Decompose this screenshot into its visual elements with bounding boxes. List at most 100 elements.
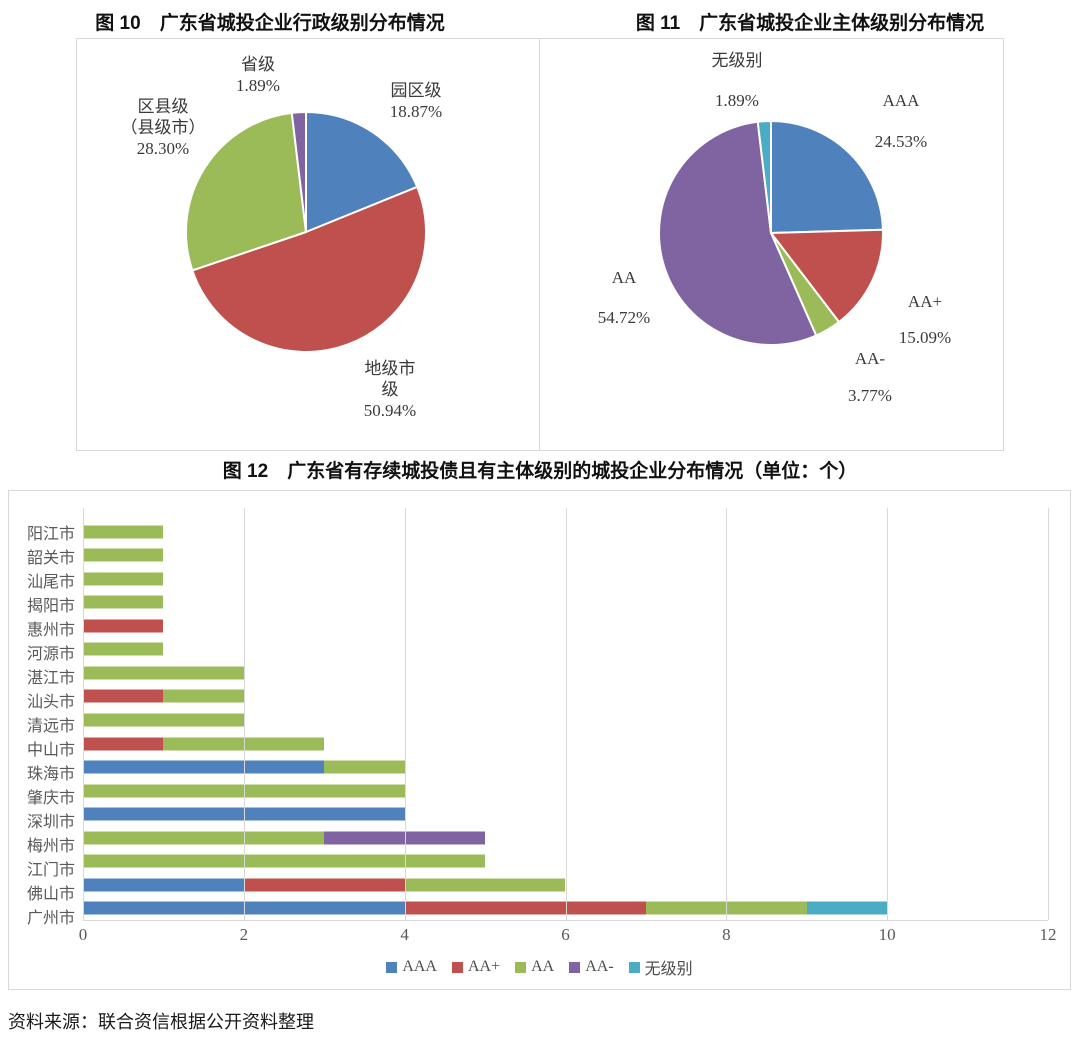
bar-row (83, 873, 1048, 897)
figure12-title: 图 12 广东省有存续城投债且有主体级别的城投企业分布情况（单位：个） (222, 461, 858, 482)
pie-label-dijishiji: 地级市 级 50.94% (364, 358, 416, 421)
bar-segment-AA+ (83, 737, 164, 751)
legend-swatch-无级别 (628, 961, 640, 973)
stacked-bar (83, 737, 325, 751)
bar-chart-rows (83, 520, 1048, 920)
stacked-bar (83, 854, 486, 868)
bar-segment-AA (645, 901, 807, 915)
category-label: 肇庆市 (26, 790, 75, 807)
stacked-bar (83, 760, 405, 774)
gridline-x-12 (1048, 508, 1049, 920)
legend-item-AA: AA (515, 958, 554, 976)
stacked-bar (83, 595, 164, 609)
category-label: 广州市 (26, 910, 75, 927)
pie-label-text: AA- (854, 349, 886, 368)
bar-segment-AA+ (83, 619, 164, 633)
bar-segment-AA+ (243, 878, 405, 892)
x-tick-label: 0 (78, 925, 88, 944)
bar-segment-AA (83, 525, 164, 539)
bar-segment-AA (324, 760, 405, 774)
bar-row (83, 685, 1048, 709)
pie-slice-AA+ (770, 228, 884, 324)
pie-label-aaa: AAA 24.53% (875, 80, 927, 162)
pie-label-text: 省级 (240, 55, 275, 74)
bar-row (83, 755, 1048, 779)
stacked-bar (83, 689, 244, 703)
pie-label-value: 18.87% (389, 102, 443, 121)
legend-item-无级别: 无级别 (628, 955, 693, 979)
bar-segment-AA (83, 831, 325, 845)
legend-item-AAA: AAA (386, 958, 437, 976)
pie-label-value: 1.89% (715, 91, 759, 110)
x-tick-label: 10 (878, 925, 896, 944)
gridline-x-2 (243, 508, 245, 920)
bar-chart-x-axis: 0 2 4 6 8 10 12 (79, 925, 1057, 947)
pie-label-aa-minus: AA- 3.77% (848, 340, 892, 414)
bar-segment-AA (83, 666, 244, 680)
pie-label-wujibie: 无级别 1.89% (712, 41, 763, 121)
bar-row (83, 732, 1048, 756)
x-tick-label: 8 (722, 925, 731, 944)
pie-slice-省级 (290, 111, 307, 233)
gridline-x-0 (83, 508, 84, 920)
category-label: 韶关市 (26, 550, 75, 567)
bar-segment-AA (83, 572, 164, 586)
pie-label-value: 1.89% (236, 76, 280, 95)
stacked-bar (83, 619, 164, 633)
category-label: 阳江市 (26, 526, 75, 543)
x-tick-label: 6 (561, 925, 570, 944)
category-label: 汕头市 (26, 694, 75, 711)
gridline-x-4 (404, 508, 406, 920)
bar-row (83, 708, 1048, 732)
stacked-bar (83, 831, 486, 845)
bar-segment-AA (83, 595, 164, 609)
pie-label-value: 28.30% (136, 139, 190, 158)
stacked-bar (83, 525, 164, 539)
category-label: 河源市 (26, 646, 75, 663)
category-label: 深圳市 (26, 814, 75, 831)
stacked-bar (83, 713, 244, 727)
bar-chart-plot-area (83, 508, 1049, 921)
bar-segment-AA (163, 689, 244, 703)
x-tick-label: 2 (239, 925, 249, 944)
bar-segment-无级别 (806, 901, 888, 915)
bar-segment-AA (163, 737, 325, 751)
bar-row (83, 638, 1048, 662)
bar-segment-AA (83, 713, 244, 727)
bar-row (83, 661, 1048, 685)
source-note: 资料来源：联合资信根据公开资料整理 (8, 1012, 314, 1032)
pie-label-value: 3.77% (848, 386, 892, 405)
legend-label: 无级别 (644, 961, 693, 978)
pie-label-yuanquji: 园区级 18.87% (390, 80, 442, 122)
stacked-bar (83, 572, 164, 586)
gridline-x-10 (887, 508, 889, 920)
legend-swatch-AA (515, 961, 527, 973)
pie-slice-AA (658, 120, 818, 346)
category-label: 佛山市 (26, 886, 75, 903)
stacked-bar (83, 548, 164, 562)
pie-slice-地级市级 (191, 185, 427, 353)
pie-slice-区县级（县级市） (185, 111, 307, 272)
bar-segment-AA+ (83, 689, 164, 703)
category-label: 清远市 (26, 718, 75, 735)
legend-label: AAA (402, 958, 437, 975)
bar-segment-AAA (83, 760, 325, 774)
pie-label-text: 园区级 (390, 81, 442, 100)
pie-label-text: AA+ (907, 292, 943, 311)
pie-label-text: AAA (882, 91, 920, 110)
category-label: 珠海市 (26, 766, 75, 783)
legend-label: AA (531, 958, 555, 975)
legend-label: AA+ (467, 958, 501, 975)
pie-label-value: 54.72% (597, 308, 651, 327)
pie-label-text: （县级市） (120, 118, 206, 137)
bar-row (83, 614, 1048, 638)
pie-label-value: 15.09% (898, 328, 952, 347)
x-tick-label: 12 (1039, 925, 1057, 944)
figure12-chart-frame: 阳江市 韶关市 汕尾市 揭阳市 惠州市 河源市 湛江市 汕头市 清远市 中山市 珠海市 肇庆市 深圳市梅… (8, 490, 1071, 990)
gridline-x-8 (726, 508, 728, 920)
bar-segment-AA (404, 878, 566, 892)
stacked-bar (83, 666, 244, 680)
gridline-x-6 (565, 508, 567, 920)
category-label: 江门市 (26, 862, 75, 879)
